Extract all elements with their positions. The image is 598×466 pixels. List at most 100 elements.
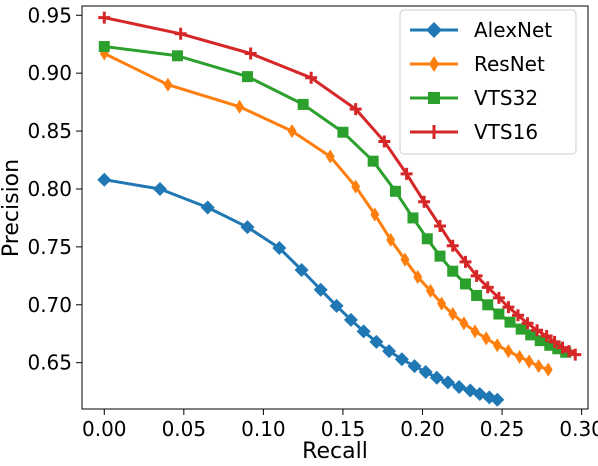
y-tick-label: 0.65 [27,351,72,375]
data-point-vts32 [525,329,537,341]
data-point-alexnet [294,263,309,278]
data-point-alexnet [343,312,358,327]
x-axis-ticks: 0.00 0.05 0.10 0.15 0.20 0.25 0.30 [82,409,598,441]
data-point-vts32 [98,41,110,53]
data-point-vts32 [471,290,483,302]
data-point-vts16 [459,255,472,268]
series-vts32 [98,41,572,358]
data-point-vts16 [98,11,111,24]
data-point-resnet [325,149,335,164]
x-tick-label: 0.30 [559,417,598,441]
data-point-resnet [386,232,396,247]
data-point-vts16 [562,345,575,358]
data-point-alexnet [418,364,433,379]
data-point-resnet [515,349,525,364]
data-point-vts32 [447,265,459,277]
y-tick-label: 0.85 [27,119,72,143]
data-point-vts32 [434,250,446,262]
data-point-resnet [351,179,361,194]
data-point-alexnet [313,282,328,297]
data-point-vts16 [244,47,257,60]
data-point-resnet [413,269,423,284]
y-tick-label: 0.75 [27,235,72,259]
y-tick-label: 0.80 [27,177,72,201]
data-point-alexnet [429,370,444,385]
data-point-vts16 [378,135,391,148]
data-point-resnet [400,252,410,267]
data-point-vts16 [502,301,515,314]
data-point-resnet [470,324,480,339]
data-point-resnet [481,331,491,346]
legend-marker-vts16 [427,125,441,139]
data-point-vts16 [446,239,459,252]
x-tick-label: 0.25 [480,417,525,441]
data-point-alexnet [369,334,384,349]
legend-item-vts16: VTS16 [410,120,538,144]
data-point-alexnet [152,181,167,196]
data-point-alexnet [329,298,344,313]
data-point-resnet [370,207,380,222]
data-point-resnet [287,124,297,139]
data-point-vts32 [504,316,516,328]
data-point-vts16 [174,27,187,40]
data-point-alexnet [272,241,287,256]
data-point-resnet [448,307,458,322]
data-point-vts16 [434,220,447,233]
data-point-vts32 [534,335,546,347]
data-point-vts32 [482,299,494,311]
y-axis-label: Precision [0,159,24,257]
data-point-vts32 [407,212,419,224]
x-axis-label: Recall [302,439,368,464]
data-point-vts32 [515,323,527,335]
legend: AlexNet ResNet VTS32 VTS16 [399,9,577,155]
data-point-vts16 [418,195,431,208]
legend-box [399,9,577,155]
series-resnet [99,46,553,377]
series-vts16 [98,11,582,361]
data-point-resnet [524,354,534,369]
data-point-resnet [534,359,544,374]
data-point-vts32 [241,71,253,83]
y-tick-label: 0.90 [27,61,72,85]
y-tick-label: 0.95 [27,3,72,27]
x-tick-label: 0.20 [400,417,445,441]
data-point-alexnet [407,359,422,374]
data-point-vts16 [511,309,524,322]
data-point-resnet [543,362,553,377]
data-point-alexnet [382,344,397,359]
data-point-alexnet [97,172,112,187]
x-tick-label: 0.10 [241,417,286,441]
legend-marker-vts32 [428,92,440,104]
data-point-alexnet [240,220,255,235]
data-point-vts16 [400,167,413,180]
data-point-vts32 [493,308,505,320]
y-tick-label: 0.70 [27,293,72,317]
legend-label-vts32: VTS32 [474,86,538,110]
data-point-alexnet [394,352,409,367]
data-point-resnet [437,296,447,311]
x-tick-label: 0.00 [82,417,127,441]
series-layer [97,11,582,407]
data-point-vts32 [367,155,379,167]
legend-label-vts16: VTS16 [474,120,538,144]
data-point-vts32 [389,185,401,197]
legend-item-alexnet: AlexNet [410,18,552,42]
data-point-alexnet [200,200,215,215]
data-point-alexnet [356,324,371,339]
legend-item-resnet: ResNet [410,52,545,76]
data-point-vts16 [349,103,362,116]
data-point-alexnet [490,392,505,407]
x-tick-label: 0.05 [162,417,207,441]
series-alexnet [97,172,505,407]
data-point-vts16 [305,71,318,84]
legend-marker-resnet [429,56,439,72]
data-point-vts16 [481,281,494,294]
data-point-vts32 [459,278,471,290]
data-point-vts16 [569,348,582,361]
data-point-vts16 [540,330,553,343]
legend-marker-alexnet [426,22,442,38]
y-axis-ticks: 0.65 0.70 0.75 0.80 0.85 0.90 0.95 [27,3,82,375]
series-line-alexnet [104,178,498,402]
data-point-vts16 [548,335,561,348]
legend-label-resnet: ResNet [474,52,545,76]
